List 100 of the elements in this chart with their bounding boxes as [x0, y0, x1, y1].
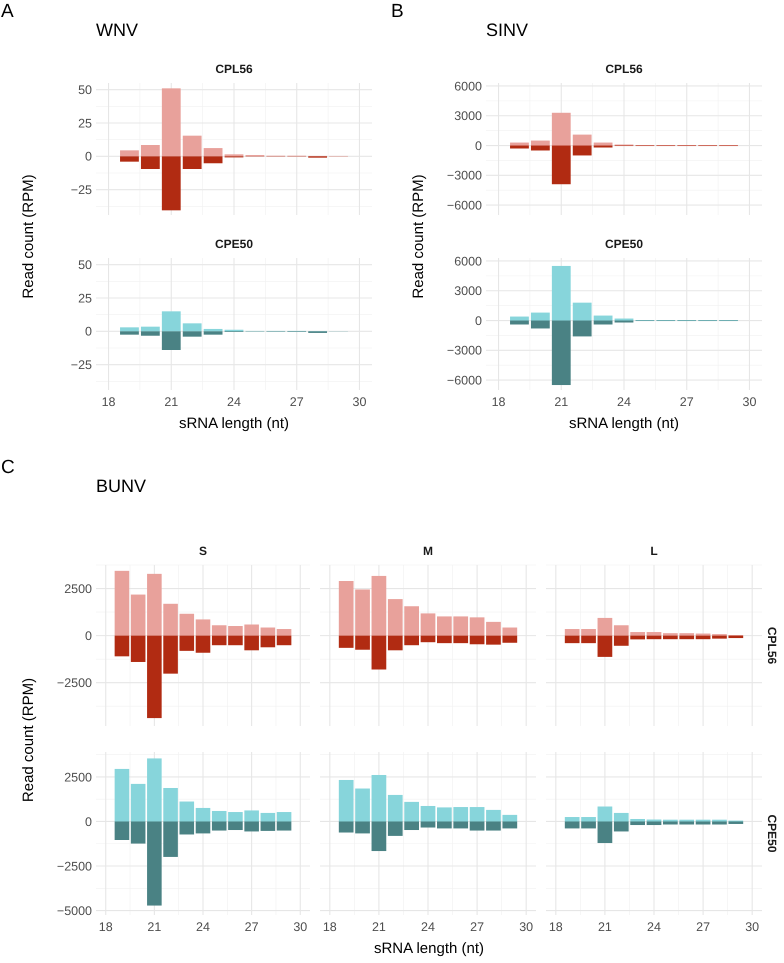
bar [552, 112, 571, 146]
x-tick-label: 18 [102, 395, 116, 409]
bar [552, 146, 571, 184]
bar [204, 156, 222, 164]
y-tick-label: −25 [70, 358, 92, 372]
bar [182, 331, 202, 337]
y-axis-title: Read count (RPM) [20, 174, 37, 299]
x-tick-label: 21 [164, 395, 178, 409]
bar [182, 136, 202, 156]
bar [594, 320, 612, 324]
x-tick-label: 21 [554, 395, 568, 409]
text: C [1, 457, 15, 478]
bar [114, 570, 130, 636]
bar [162, 88, 181, 156]
bar [162, 331, 181, 350]
x-tick-label: 30 [745, 920, 760, 934]
x-tick-label: 24 [617, 395, 631, 409]
x-axis-title: sRNA length (nt) [568, 415, 680, 432]
x-tick-label: 27 [696, 920, 710, 934]
y2-axis-title: CPE50 [764, 814, 779, 853]
bar [114, 768, 130, 822]
bar [140, 326, 160, 332]
y-tick-label: 25 [78, 116, 92, 130]
bar [204, 331, 222, 335]
bar [182, 156, 202, 169]
y-tick-label: −3000 [446, 168, 482, 183]
y-tick-label: −6000 [446, 373, 482, 388]
x-tick-label: 21 [147, 920, 162, 934]
y-tick-label: 0 [475, 138, 482, 153]
bar [530, 140, 550, 146]
bar [572, 134, 592, 146]
y-axis-title: Read count (RPM) [410, 174, 427, 299]
x-tick-label: 24 [421, 920, 435, 934]
x-tick-label: 24 [227, 395, 241, 409]
bar [276, 812, 292, 822]
y-tick-label: 50 [78, 258, 92, 272]
x-tick-label: 30 [293, 920, 308, 934]
y-tick-label: −3000 [446, 344, 482, 358]
x-tick-label: 27 [680, 395, 694, 409]
x-tick-label: 24 [196, 920, 210, 934]
bar [530, 146, 550, 150]
y-tick-label: 2500 [64, 770, 92, 784]
y-tick-label: 0 [85, 150, 92, 164]
chart-title: M [423, 544, 433, 558]
y-tick-label: 0 [475, 314, 482, 328]
bar [530, 312, 550, 321]
bar [276, 636, 292, 646]
y-tick-label: 25 [78, 291, 92, 306]
chart-title: CPE50 [214, 237, 254, 251]
x-tick-label: 18 [98, 920, 113, 934]
chart-title: CPL56 [605, 62, 643, 76]
y-tick-label: 0 [85, 814, 92, 829]
bar [510, 146, 529, 149]
x-tick-label: 30 [352, 395, 366, 409]
y-tick-label: 6000 [454, 254, 482, 268]
chart-title: L [650, 544, 658, 558]
y2-axis-title: CPL56 [764, 626, 779, 664]
x-tick-label: 27 [244, 920, 259, 934]
x-tick-label: 18 [548, 920, 563, 934]
bar [162, 311, 181, 332]
text: WNV [96, 20, 138, 40]
x-axis-title: sRNA length (nt) [178, 415, 290, 432]
x-axis-title: sRNA length (nt) [374, 940, 484, 957]
chart-title: CPE50 [604, 237, 644, 251]
bar [552, 320, 571, 386]
bar [572, 302, 592, 321]
bar [510, 320, 529, 324]
x-tick-label: 27 [290, 395, 304, 409]
y-axis-title: Read count (RPM) [20, 678, 37, 802]
bar [140, 331, 160, 336]
bar [594, 142, 612, 146]
bar [204, 148, 222, 156]
text: A [1, 1, 14, 22]
bar [552, 266, 571, 321]
y-tick-label: 2500 [64, 582, 92, 596]
y-tick-label: −5000 [56, 904, 92, 918]
x-tick-label: 30 [519, 920, 534, 934]
y-tick-label: −2500 [56, 676, 92, 690]
x-tick-label: 24 [647, 920, 661, 934]
text: B [391, 1, 404, 22]
y-tick-label: 0 [85, 628, 92, 643]
x-tick-label: 21 [372, 920, 386, 934]
bar [572, 320, 592, 336]
y-tick-label: −25 [70, 183, 92, 198]
chart-title: CPL56 [215, 62, 253, 76]
bar [120, 331, 139, 335]
y-tick-label: 0 [85, 324, 92, 339]
bar [182, 323, 202, 332]
x-tick-label: 30 [742, 395, 756, 409]
text: BUNV [96, 476, 146, 496]
bar [276, 821, 292, 831]
bar [162, 156, 181, 210]
y-tick-label: 3000 [454, 109, 482, 124]
y-tick-label: −2500 [56, 859, 92, 874]
x-tick-label: 27 [470, 920, 484, 934]
y-tick-label: 3000 [454, 284, 482, 298]
x-tick-label: 21 [598, 920, 612, 934]
y-tick-label: 6000 [454, 79, 482, 94]
y-tick-label: 50 [78, 83, 92, 98]
bar [140, 156, 160, 169]
